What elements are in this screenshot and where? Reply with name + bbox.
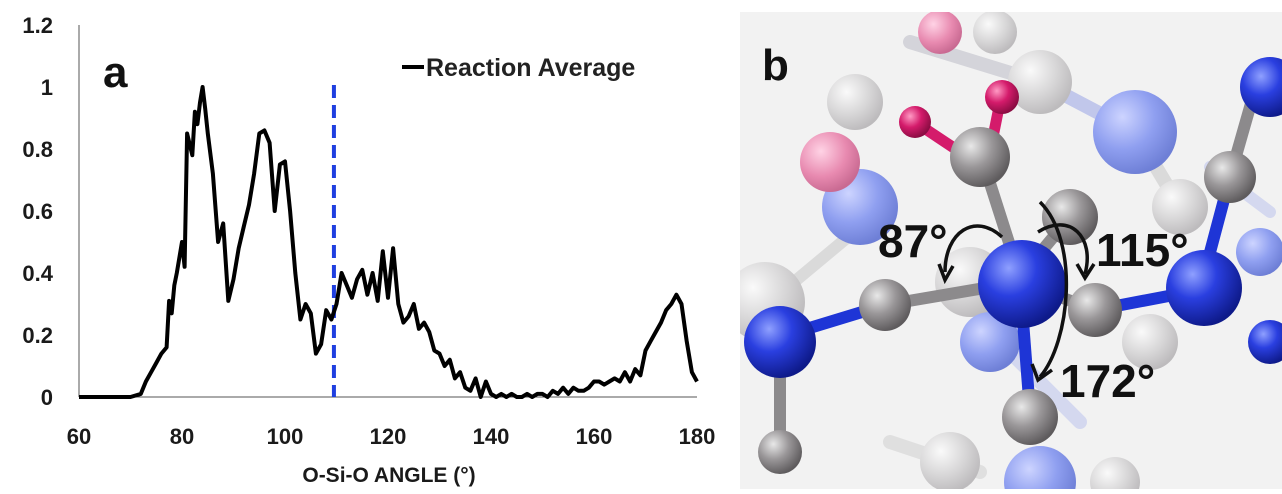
y-tick-label: 0.8	[22, 137, 53, 162]
y-tick-label: 0.2	[22, 323, 53, 348]
molecule-panel-b: b 87° 115° 172°	[740, 12, 1282, 489]
angle-label-115: 115°	[1096, 224, 1189, 276]
y-tick-label: 0.6	[22, 199, 53, 224]
chart-panel-a: 0 0.2 0.4 0.6 0.8 1 1.2 60 80 100 120 140 160 180 a …	[22, 13, 716, 487]
legend: Reaction Average	[402, 54, 635, 82]
foreground-atoms	[744, 57, 1282, 474]
x-tick-label: 180	[679, 424, 716, 449]
angle-distribution-chart: 00.20.40.60.811.2 60 80 100 120 140 160 180 a …	[22, 13, 716, 487]
y-axis-ticks: 0 0.2 0.4 0.6 0.8 1 1.2	[22, 13, 53, 410]
molecular-structure-render: b 87° 115° 172°	[740, 12, 1282, 489]
series-line-reaction-average	[79, 85, 699, 399]
angle-arrows	[937, 200, 1096, 383]
x-tick-label: 160	[576, 424, 613, 449]
x-axis-ticks: 60 80 100 120 140 160 180	[67, 424, 716, 449]
y-tick-label: 1.2	[22, 13, 53, 38]
y-tick-label: 1	[41, 75, 53, 100]
x-tick-label: 140	[473, 424, 510, 449]
panel-letter-b: b	[762, 41, 789, 90]
x-axis-title: O-Si-O ANGLE (°)	[302, 464, 475, 487]
y-tick-label: 0.4	[22, 261, 53, 286]
legend-label: Reaction Average	[426, 54, 635, 82]
angle-label-172: 172°	[1060, 355, 1155, 407]
panel-letter-a: a	[103, 48, 128, 97]
x-tick-label: 120	[370, 424, 407, 449]
y-tick-label: 0	[41, 385, 53, 410]
x-tick-label: 60	[67, 424, 91, 449]
x-tick-label: 80	[170, 424, 194, 449]
angle-label-87: 87°	[878, 215, 948, 267]
x-tick-label: 100	[267, 424, 304, 449]
